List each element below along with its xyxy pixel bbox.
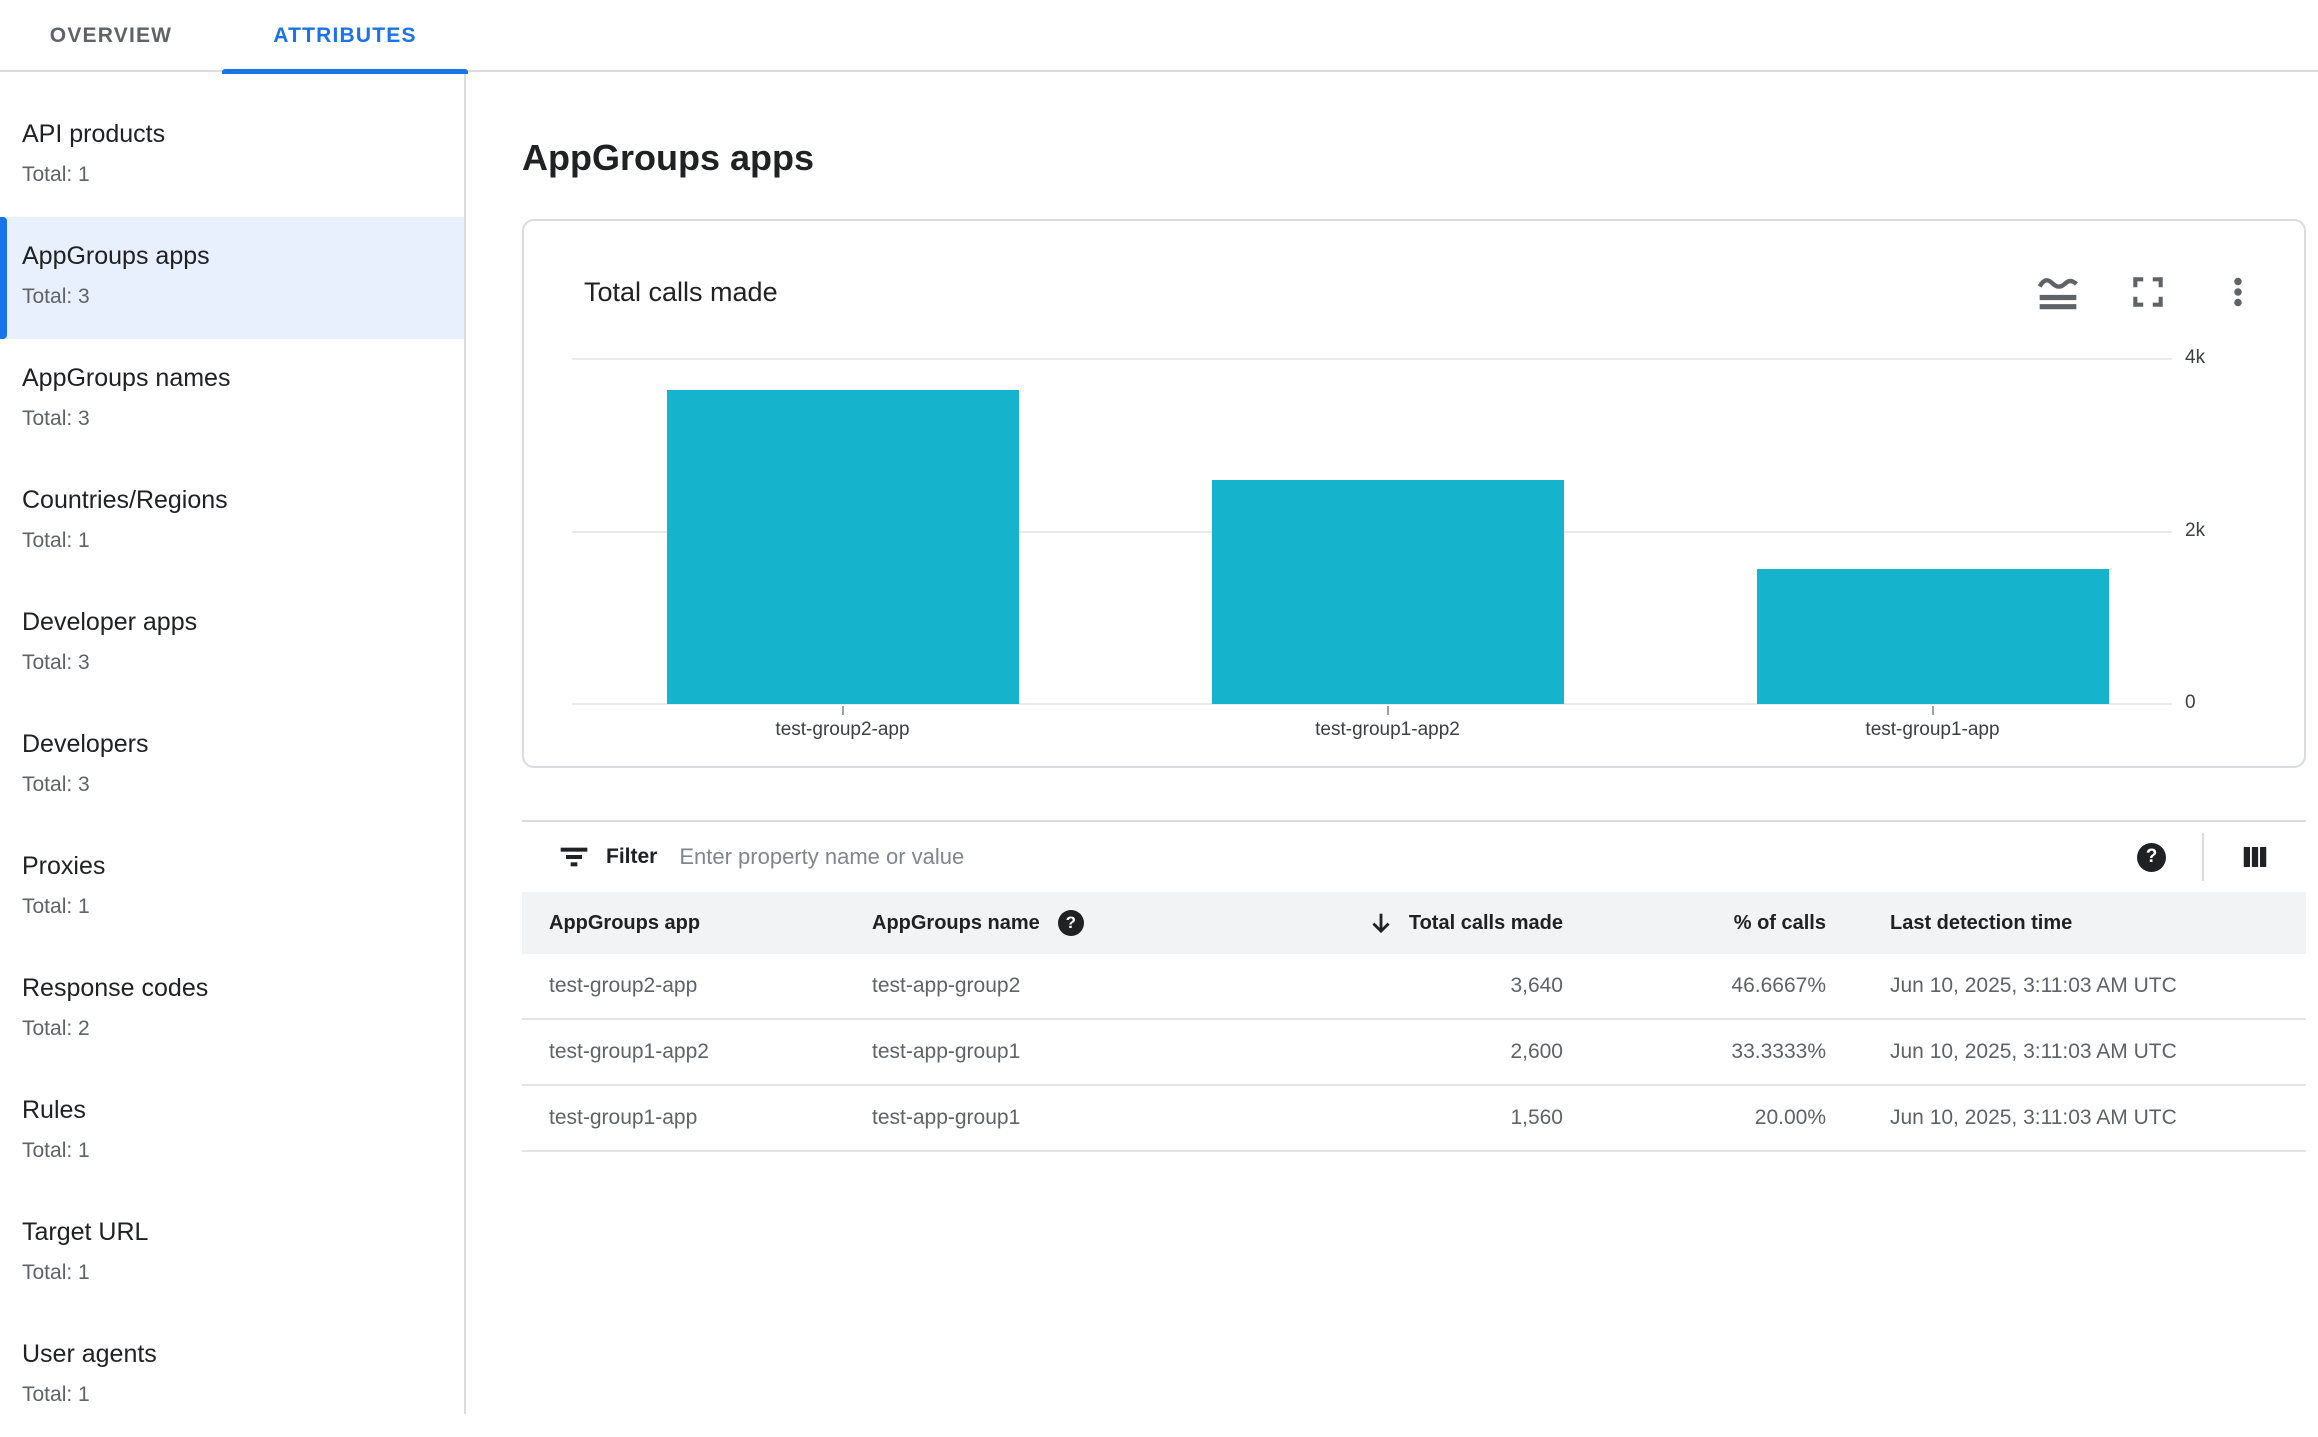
col-header-total-calls[interactable]: Total calls made — [1302, 909, 1563, 937]
x-axis-category-label: test-group1-app — [1865, 719, 2000, 740]
tab-overview-label: OVERVIEW — [49, 24, 173, 47]
x-axis-tick — [1931, 706, 1934, 715]
attributes-sidebar: API products Total: 1 AppGroups apps Tot… — [0, 72, 466, 1414]
chart-toolbar — [2036, 271, 2260, 313]
sidebar-item-developer-apps[interactable]: Developer apps Total: 3 — [0, 583, 464, 705]
sidebar-item-appgroups-apps[interactable]: AppGroups apps Total: 3 — [0, 217, 464, 339]
sidebar-item-total: Total: 1 — [22, 163, 90, 186]
col-header-pct-of-calls[interactable]: % of calls — [1733, 911, 1826, 934]
x-axis-tick — [841, 706, 844, 715]
sidebar-item-total: Total: 1 — [22, 895, 90, 918]
appgroups-table-section: Filter ? AppGroups app AppGroups na — [522, 820, 2306, 1152]
sidebar-item-label: Developer apps — [22, 608, 198, 636]
main-content: AppGroups apps Total calls made — [466, 72, 2318, 1414]
filter-bar: Filter ? — [522, 820, 2306, 892]
sidebar-item-label: Response codes — [22, 974, 209, 1002]
sidebar-item-label: Countries/Regions — [22, 486, 228, 514]
filter-icon — [558, 843, 590, 871]
tab-bar: OVERVIEW ATTRIBUTES — [0, 0, 2318, 74]
cell-appgroups-name: test-app-group1 — [872, 1040, 1021, 1063]
filter-input[interactable] — [679, 844, 1880, 870]
cell-appgroups-app: test-group1-app2 — [549, 1040, 709, 1063]
sidebar-item-response-codes[interactable]: Response codes Total: 2 — [0, 949, 464, 1071]
chart-type-icon[interactable] — [2036, 271, 2080, 313]
cell-total-calls: 3,640 — [1510, 974, 1563, 997]
tab-attributes-label: ATTRIBUTES — [273, 24, 417, 47]
sidebar-item-total: Total: 1 — [22, 1383, 90, 1406]
cell-last-detection: Jun 10, 2025, 3:11:03 AM UTC — [1890, 974, 2177, 997]
cell-last-detection: Jun 10, 2025, 3:11:03 AM UTC — [1890, 1106, 2177, 1129]
cell-pct-of-calls: 46.6667% — [1731, 974, 1826, 997]
page-title: AppGroups apps — [522, 137, 815, 178]
sidebar-item-user-agents[interactable]: User agents Total: 1 — [0, 1315, 464, 1437]
chart-bar[interactable] — [1211, 479, 1564, 704]
chart-bar[interactable] — [1756, 569, 2109, 704]
active-tab-underline — [222, 69, 468, 74]
table-row: test-group2-app test-app-group2 3,640 46… — [522, 954, 2306, 1020]
sidebar-item-label: Target URL — [22, 1218, 149, 1246]
sidebar-item-rules[interactable]: Rules Total: 1 — [0, 1071, 464, 1193]
x-axis-tick — [1386, 706, 1389, 715]
col-header-appgroups-app[interactable]: AppGroups app — [549, 911, 701, 934]
sidebar-item-total: Total: 3 — [22, 651, 90, 674]
cell-appgroups-name: test-app-group1 — [872, 1106, 1021, 1129]
sidebar-item-label: Developers — [22, 730, 149, 758]
sidebar-item-total: Total: 3 — [22, 407, 90, 430]
cell-appgroups-name: test-app-group2 — [872, 974, 1021, 997]
chart-gridline — [572, 703, 2172, 705]
y-axis-tick-label: 0 — [2185, 692, 2196, 713]
col-header-appgroups-name[interactable]: AppGroups name ? — [872, 910, 1302, 936]
table-row: test-group1-app2 test-app-group1 2,600 3… — [522, 1020, 2306, 1086]
cell-appgroups-app: test-group1-app — [549, 1106, 698, 1129]
sidebar-item-developers[interactable]: Developers Total: 3 — [0, 705, 464, 827]
fullscreen-icon[interactable] — [2126, 271, 2170, 313]
filter-label: Filter — [606, 845, 658, 868]
sidebar-item-total: Total: 1 — [22, 1261, 90, 1284]
tab-attributes[interactable]: ATTRIBUTES — [222, 0, 468, 74]
chart-gridline — [572, 358, 2172, 360]
sidebar-item-label: User agents — [22, 1340, 157, 1368]
column-display-icon[interactable] — [2240, 842, 2270, 872]
total-calls-bar-chart: 4k 2k 0 test-group2-app test-group1-app2 test… — [570, 339, 2262, 759]
cell-pct-of-calls: 20.00% — [1754, 1106, 1826, 1129]
cell-pct-of-calls: 33.3333% — [1731, 1040, 1826, 1063]
y-axis-tick-label: 4k — [2185, 347, 2206, 368]
table-help-icon[interactable]: ? — [2137, 842, 2166, 872]
more-vert-icon[interactable] — [2216, 271, 2260, 313]
sort-descending-icon — [1367, 909, 1395, 937]
toolbar-divider — [2202, 833, 2204, 881]
sidebar-item-total: Total: 3 — [22, 773, 90, 796]
sidebar-item-total: Total: 3 — [22, 285, 90, 308]
sidebar-item-countries-regions[interactable]: Countries/Regions Total: 1 — [0, 461, 464, 583]
cell-last-detection: Jun 10, 2025, 3:11:03 AM UTC — [1890, 1040, 2177, 1063]
x-axis-category-label: test-group1-app2 — [1315, 719, 1460, 740]
sidebar-item-label: API products — [22, 120, 166, 148]
sidebar-item-label: Rules — [22, 1096, 86, 1124]
cell-appgroups-app: test-group2-app — [549, 974, 698, 997]
y-axis-tick-label: 2k — [2185, 519, 2206, 541]
sidebar-item-total: Total: 1 — [22, 1139, 90, 1162]
cell-total-calls: 2,600 — [1510, 1040, 1563, 1063]
filter-actions: ? — [2137, 833, 2306, 881]
sidebar-item-api-products[interactable]: API products Total: 1 — [0, 95, 464, 217]
total-calls-chart-card: Total calls made 4k 2k 0 test-group2-a — [522, 219, 2306, 768]
tab-overview[interactable]: OVERVIEW — [0, 0, 222, 72]
chart-bar[interactable] — [666, 390, 1019, 704]
cell-total-calls: 1,560 — [1510, 1106, 1563, 1129]
sidebar-item-target-url[interactable]: Target URL Total: 1 — [0, 1193, 464, 1315]
appgroups-name-help-icon[interactable]: ? — [1057, 910, 1084, 936]
sidebar-item-total: Total: 1 — [22, 529, 90, 552]
sidebar-item-label: AppGroups apps — [22, 242, 210, 270]
sidebar-item-proxies[interactable]: Proxies Total: 1 — [0, 827, 464, 949]
table-row: test-group1-app test-app-group1 1,560 20… — [522, 1086, 2306, 1152]
sidebar-item-appgroups-names[interactable]: AppGroups names Total: 3 — [0, 339, 464, 461]
x-axis-category-label: test-group2-app — [775, 719, 910, 740]
sidebar-item-label: Proxies — [22, 852, 106, 880]
table-header-row: AppGroups app AppGroups name ? Total cal… — [522, 892, 2306, 954]
chart-title: Total calls made — [584, 277, 778, 307]
sidebar-item-total: Total: 2 — [22, 1017, 90, 1040]
selected-indicator-bar — [0, 217, 7, 339]
sidebar-item-label: AppGroups names — [22, 364, 231, 392]
col-header-last-detection[interactable]: Last detection time — [1890, 911, 2073, 934]
